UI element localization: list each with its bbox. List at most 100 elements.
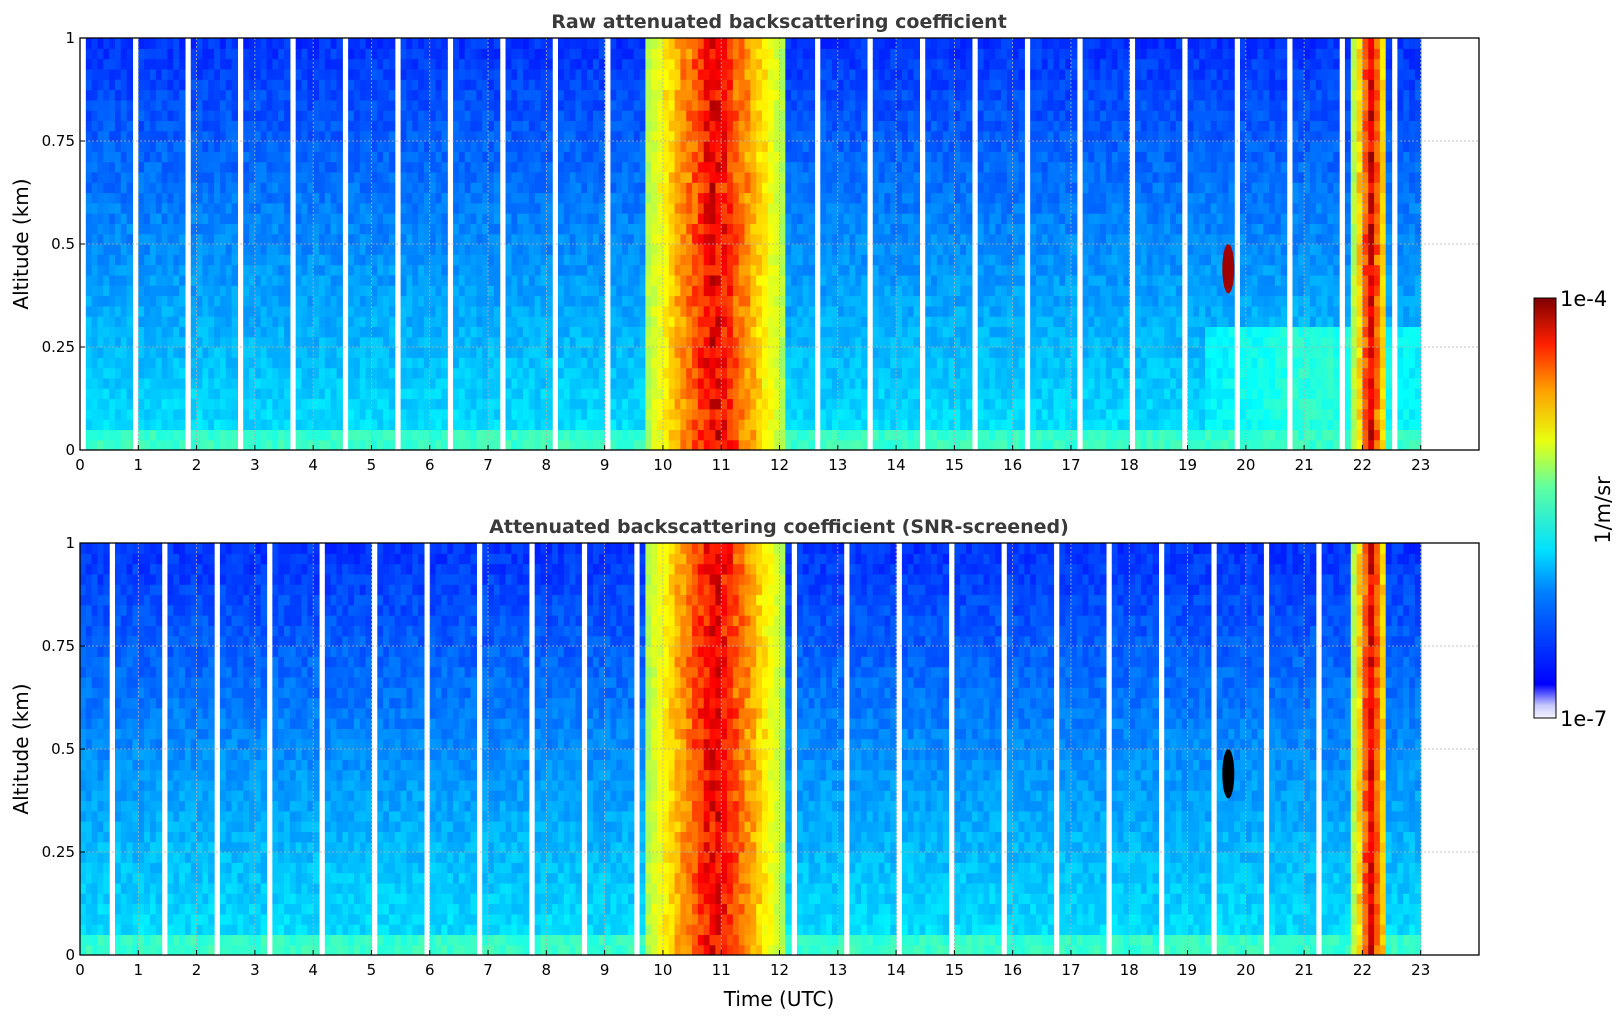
heatmap-cell: [231, 141, 238, 152]
heatmap-cell: [167, 110, 174, 121]
heatmap-cell: [528, 336, 536, 348]
heatmap-cell: [738, 110, 746, 121]
heatmap-cell: [138, 110, 145, 121]
heatmap-cell: [254, 110, 262, 121]
heatmap-cell: [400, 244, 408, 255]
heatmap-cell: [114, 357, 122, 369]
heatmap-cell: [697, 161, 705, 173]
heatmap-cell: [272, 367, 279, 379]
heatmap-cell: [319, 429, 326, 441]
heatmap-cell: [103, 377, 110, 389]
heatmap-cell: [610, 130, 617, 142]
heatmap-cell: [563, 213, 571, 224]
heatmap-cell: [301, 439, 308, 450]
heatmap-cell: [855, 254, 862, 266]
heatmap-cell: [91, 213, 99, 224]
heatmap-cell: [826, 316, 833, 327]
heatmap-cell: [569, 58, 577, 70]
heatmap-cell: [307, 233, 314, 245]
heatmap-cell: [231, 79, 238, 91]
heatmap-cell: [861, 347, 868, 358]
heatmap-cell: [785, 398, 792, 410]
heatmap-cell: [371, 326, 378, 338]
heatmap-cell: [254, 151, 262, 163]
heatmap-cell: [762, 295, 769, 307]
heatmap-cell: [295, 285, 303, 297]
heatmap-cell: [744, 357, 751, 369]
heatmap-cell: [563, 336, 571, 348]
heatmap-cell: [831, 99, 839, 111]
heatmap-cell: [686, 130, 693, 142]
heatmap-cell: [91, 377, 99, 389]
heatmap-cell: [418, 347, 425, 358]
heatmap-cell: [861, 120, 868, 132]
heatmap-cell: [837, 285, 845, 297]
heatmap-cell: [441, 295, 448, 307]
heatmap-cell: [569, 439, 577, 450]
heatmap-cell: [249, 192, 256, 204]
heatmap-cell: [505, 367, 512, 379]
heatmap-cell: [383, 254, 390, 266]
heatmap-cell: [284, 264, 291, 276]
heatmap-cell: [703, 38, 711, 49]
heatmap-cell: [849, 99, 856, 111]
heatmap-cell: [750, 213, 757, 224]
heatmap-cell: [709, 429, 716, 441]
heatmap-cell: [575, 233, 582, 245]
heatmap-cell: [861, 192, 868, 204]
heatmap-cell: [703, 377, 711, 389]
heatmap-cell: [616, 89, 623, 101]
heatmap-cell: [284, 305, 291, 317]
heatmap-cell: [668, 223, 676, 235]
heatmap-cell: [826, 48, 833, 60]
heatmap-cell: [97, 192, 104, 204]
heatmap-cell: [779, 38, 786, 49]
heatmap-cell: [616, 419, 623, 430]
heatmap-cell: [144, 305, 151, 317]
heatmap-cell: [575, 223, 582, 235]
heatmap-cell: [348, 305, 355, 317]
heatmap-cell: [633, 357, 641, 369]
heatmap-cell: [470, 213, 477, 224]
heatmap-cell: [622, 89, 629, 101]
heatmap-cell: [703, 202, 711, 214]
heatmap-cell: [785, 295, 792, 307]
heatmap-cell: [377, 264, 384, 276]
heatmap-cell: [674, 264, 682, 276]
heatmap-cell: [155, 182, 163, 194]
heatmap-cell: [482, 398, 489, 410]
heatmap-cell: [453, 48, 460, 60]
heatmap-cell: [219, 161, 227, 173]
heatmap-cell: [587, 141, 594, 152]
heatmap-cell: [295, 182, 303, 194]
heatmap-cell: [208, 439, 215, 450]
heatmap-cell: [114, 58, 122, 70]
heatmap-cell: [697, 398, 705, 410]
heatmap-cell: [785, 305, 792, 317]
heatmap-cell: [208, 171, 215, 183]
heatmap-cell: [412, 38, 419, 49]
heatmap-cell: [820, 38, 827, 49]
heatmap-cell: [686, 285, 693, 297]
heatmap-cell: [878, 295, 886, 307]
heatmap-cell: [359, 120, 367, 132]
heatmap-cell: [126, 254, 134, 266]
heatmap-cell: [144, 130, 151, 142]
heatmap-cell: [802, 48, 810, 60]
heatmap-cell: [173, 326, 180, 338]
heatmap-cell: [307, 388, 314, 400]
heatmap-cell: [155, 244, 163, 255]
heatmap-cell: [750, 244, 757, 255]
heatmap-cell: [493, 99, 501, 111]
heatmap-cell: [855, 79, 862, 91]
heatmap-cell: [144, 48, 151, 60]
heatmap-cell: [295, 264, 303, 276]
heatmap-cell: [284, 408, 291, 420]
heatmap-cell: [155, 439, 163, 450]
heatmap-cell: [319, 419, 326, 430]
heatmap-cell: [855, 305, 862, 317]
heatmap-cell: [167, 141, 174, 152]
heatmap-cell: [441, 99, 448, 111]
heatmap-cell: [202, 110, 209, 121]
heatmap-cell: [91, 130, 99, 142]
